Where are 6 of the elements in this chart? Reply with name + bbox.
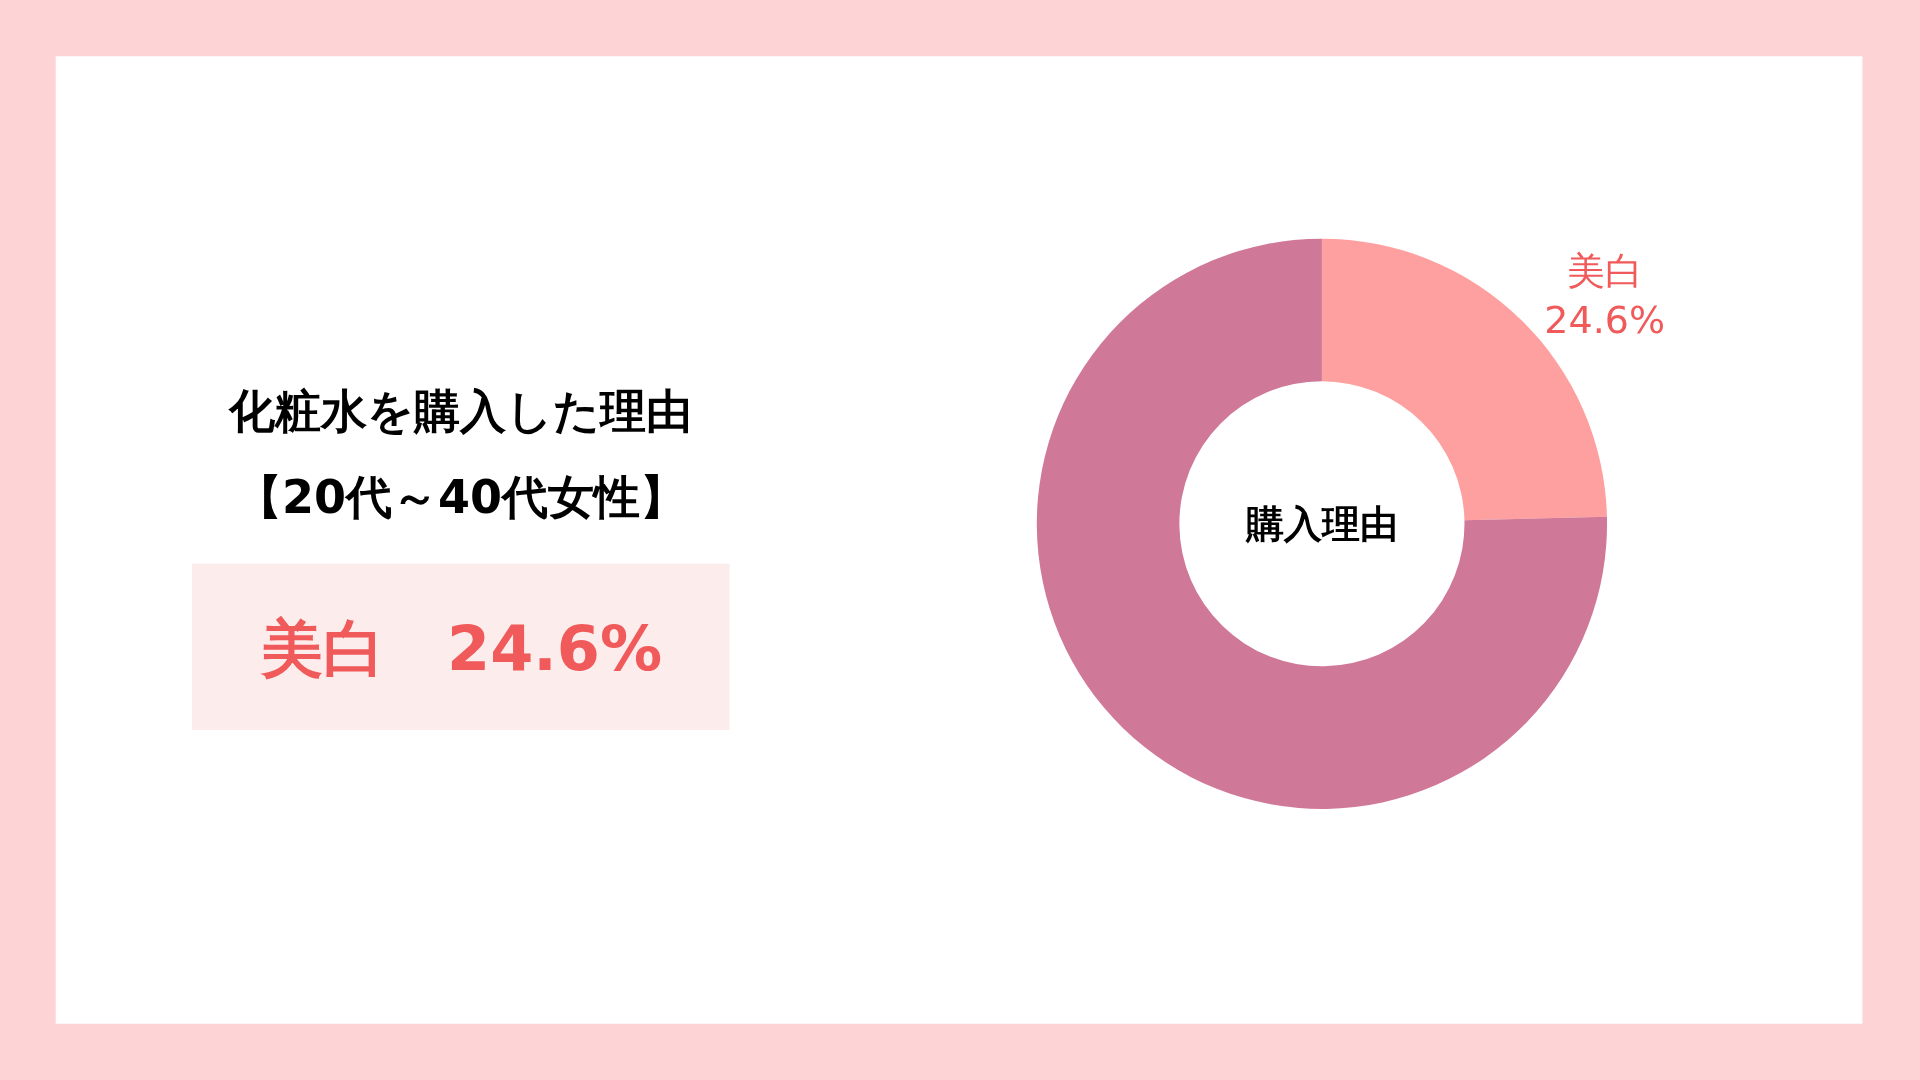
- text: 美白 24.6%: [260, 612, 663, 685]
- text: 【20代～40代女性】: [236, 470, 687, 524]
- slice-label: 美白: [1566, 249, 1643, 294]
- text: 購入理由: [1245, 502, 1398, 546]
- text: 化粧水を購入した理由: [228, 383, 693, 438]
- data-label: 24.6%: [1544, 298, 1666, 343]
